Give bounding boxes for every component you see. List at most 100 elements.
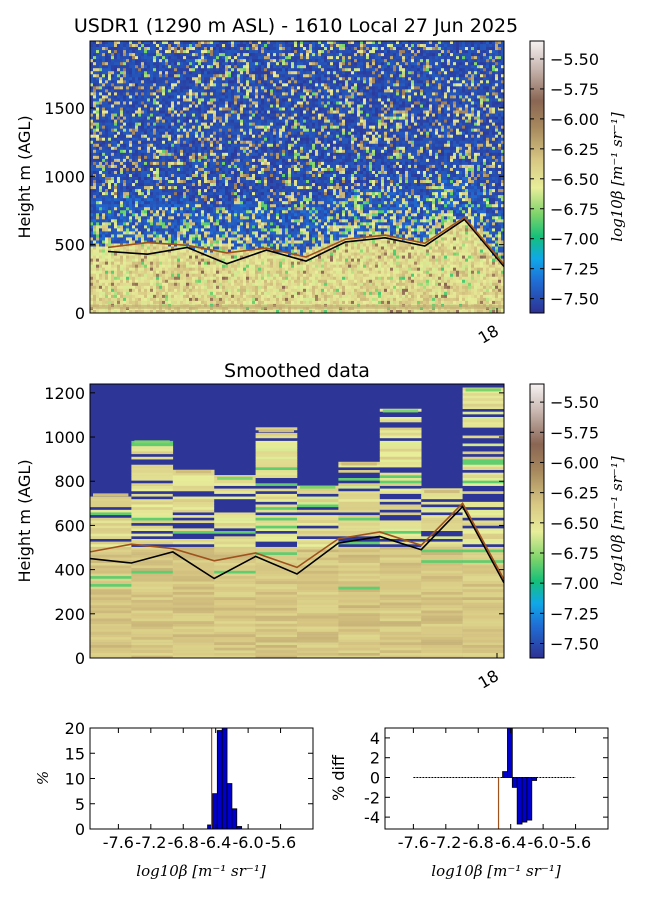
smoothed-plot-frame bbox=[89, 383, 505, 659]
colorbar-tick: −6.00 bbox=[550, 110, 599, 129]
colorbar-tick: −7.25 bbox=[550, 604, 599, 623]
colorbar-tick: −7.25 bbox=[550, 260, 599, 279]
y-tick-label: 1000 bbox=[44, 428, 85, 447]
raw-colorbar bbox=[529, 40, 545, 314]
histogram-x-label: log10β [m⁻¹ sr⁻¹] bbox=[136, 862, 266, 880]
diff-frame bbox=[384, 727, 609, 830]
colorbar-tick: −7.00 bbox=[550, 574, 599, 593]
diff-bar bbox=[531, 777, 538, 781]
y-tick-label: 400 bbox=[54, 561, 85, 580]
colorbar-tick: −7.50 bbox=[550, 635, 599, 654]
colorbar-tick: −5.50 bbox=[550, 393, 599, 412]
raw-panel-title: USDR1 (1290 m ASL) - 1610 Local 27 Jun 2… bbox=[74, 15, 518, 37]
colorbar-tick: −6.50 bbox=[550, 514, 599, 533]
histogram-bar bbox=[226, 783, 233, 830]
colorbar-tick: −5.50 bbox=[550, 50, 599, 69]
smoothed-panel-title: Smoothed data bbox=[224, 360, 370, 382]
smoothed-y-label: Height m (AGL) bbox=[15, 459, 34, 582]
diff-bars bbox=[413, 727, 576, 829]
diff-bar bbox=[511, 777, 518, 788]
colorbar-tick: −6.00 bbox=[550, 453, 599, 472]
y-tick-label: 2 bbox=[370, 749, 380, 768]
x-tick-label: -7.2 bbox=[430, 833, 461, 852]
y-tick-label: 1200 bbox=[44, 384, 85, 403]
colorbar-tick: −6.50 bbox=[550, 170, 599, 189]
histogram-bar bbox=[212, 793, 218, 830]
smoothed-panel: Smoothed data 0 200 400 600 800 1000 1200 Heig… bbox=[15, 360, 626, 693]
diff-bar bbox=[526, 777, 533, 821]
colorbar-tick: −6.75 bbox=[550, 200, 599, 219]
diff-bar bbox=[502, 771, 508, 778]
y-tick-label: 4 bbox=[370, 729, 380, 748]
x-tick-label: -5.6 bbox=[560, 833, 591, 852]
smoothed-colorbar-label: log10β [m⁻¹ sr⁻¹] bbox=[608, 456, 626, 586]
y-tick-label: 10 bbox=[65, 770, 85, 789]
y-tick-label: 15 bbox=[65, 744, 85, 763]
raw-boundary-lines bbox=[107, 216, 504, 268]
diff-bar bbox=[521, 777, 528, 823]
smoothed-y-axis: 0 200 400 600 800 1000 1200 bbox=[44, 384, 504, 668]
boundary-line-lower bbox=[90, 505, 504, 584]
colorbar-tick: −6.25 bbox=[550, 140, 599, 159]
y-tick-label: -4 bbox=[364, 808, 380, 827]
boundary-line-upper bbox=[90, 501, 504, 580]
histogram-bar bbox=[221, 727, 228, 830]
y-tick-label: 0 bbox=[75, 304, 85, 323]
y-tick-label: 800 bbox=[54, 472, 85, 491]
colorbar-tick: −5.75 bbox=[550, 80, 599, 99]
raw-colorbar-label: log10β [m⁻¹ sr⁻¹] bbox=[608, 112, 626, 242]
smoothed-colorbar bbox=[529, 383, 545, 659]
raw-y-label: Height m (AGL) bbox=[15, 115, 34, 238]
raw-plot-frame bbox=[89, 40, 505, 314]
y-tick-label: 1500 bbox=[44, 99, 85, 118]
raw-heatmap bbox=[90, 41, 504, 313]
x-tick-label: -6.4 bbox=[495, 833, 526, 852]
x-tick-label: -7.2 bbox=[135, 833, 166, 852]
raw-colorbar-ticks: −5.50 −5.75 −6.00 −6.25 −6.50 −6.75 −7.00 −7.25… bbox=[530, 50, 599, 309]
histogram-y-label: % bbox=[34, 771, 52, 785]
y-tick-label: 0 bbox=[75, 820, 85, 839]
x-tick-label: -6.0 bbox=[233, 833, 264, 852]
boundary-line-upper bbox=[107, 216, 504, 266]
y-tick-label: 600 bbox=[54, 516, 85, 535]
y-tick-label: 0 bbox=[370, 769, 380, 788]
y-tick-label: 0 bbox=[75, 649, 85, 668]
diff-panel: -7.6 -7.2 -6.8 -6.4 -6.0 -5.6 420-2-4 % diff l… bbox=[329, 727, 609, 880]
y-tick-label: 20 bbox=[65, 719, 85, 738]
histogram-panel: -7.6 -7.2 -6.8 -6.4 -6.0 -5.6 0 5 10 15 20 % log10… bbox=[34, 719, 314, 880]
y-tick-label: 500 bbox=[54, 236, 85, 255]
x-tick-label: -6.0 bbox=[528, 833, 559, 852]
boundary-line-lower bbox=[107, 218, 504, 268]
smoothed-boundary-lines bbox=[90, 501, 504, 584]
y-tick-label: 200 bbox=[54, 605, 85, 624]
histogram-frame bbox=[89, 727, 314, 830]
colorbar-tick: −6.75 bbox=[550, 544, 599, 563]
y-tick-label: 5 bbox=[75, 795, 85, 814]
histogram-axes: -7.6 -7.2 -6.8 -6.4 -6.0 -5.6 0 5 10 15 20 bbox=[65, 719, 313, 852]
diff-bar bbox=[516, 777, 523, 825]
smoothed-colorbar-ticks: −5.50 −5.75 −6.00 −6.25 −6.50 −6.75 −7.00 −7.25… bbox=[530, 393, 599, 654]
smoothed-x-tick: 18 bbox=[475, 666, 502, 693]
x-tick-label: -5.6 bbox=[265, 833, 296, 852]
diff-x-label: log10β [m⁻¹ sr⁻¹] bbox=[431, 862, 561, 880]
colorbar-tick: −6.25 bbox=[550, 484, 599, 503]
x-tick-label: -6.4 bbox=[200, 833, 231, 852]
diff-bar bbox=[507, 727, 513, 778]
smoothed-heatmap bbox=[90, 384, 504, 658]
colorbar-tick: −5.75 bbox=[550, 423, 599, 442]
raw-x-tick: 18 bbox=[475, 321, 502, 348]
x-tick-label: -6.8 bbox=[168, 833, 199, 852]
diff-y-label: % diff bbox=[329, 754, 348, 801]
x-tick-label: -6.8 bbox=[463, 833, 494, 852]
colorbar-tick: −7.00 bbox=[550, 230, 599, 249]
histogram-bar bbox=[216, 730, 223, 830]
histogram-bar bbox=[231, 808, 238, 830]
y-tick-label: -2 bbox=[364, 788, 380, 807]
y-tick-label: 1000 bbox=[44, 167, 85, 186]
x-tick-label: -7.6 bbox=[398, 833, 429, 852]
raw-y-axis: 0 500 1000 1500 bbox=[44, 99, 504, 323]
colorbar-tick: −7.50 bbox=[550, 290, 599, 309]
histogram-bars bbox=[207, 727, 243, 830]
diff-axes: -7.6 -7.2 -6.8 -6.4 -6.0 -5.6 420-2-4 bbox=[364, 728, 608, 852]
